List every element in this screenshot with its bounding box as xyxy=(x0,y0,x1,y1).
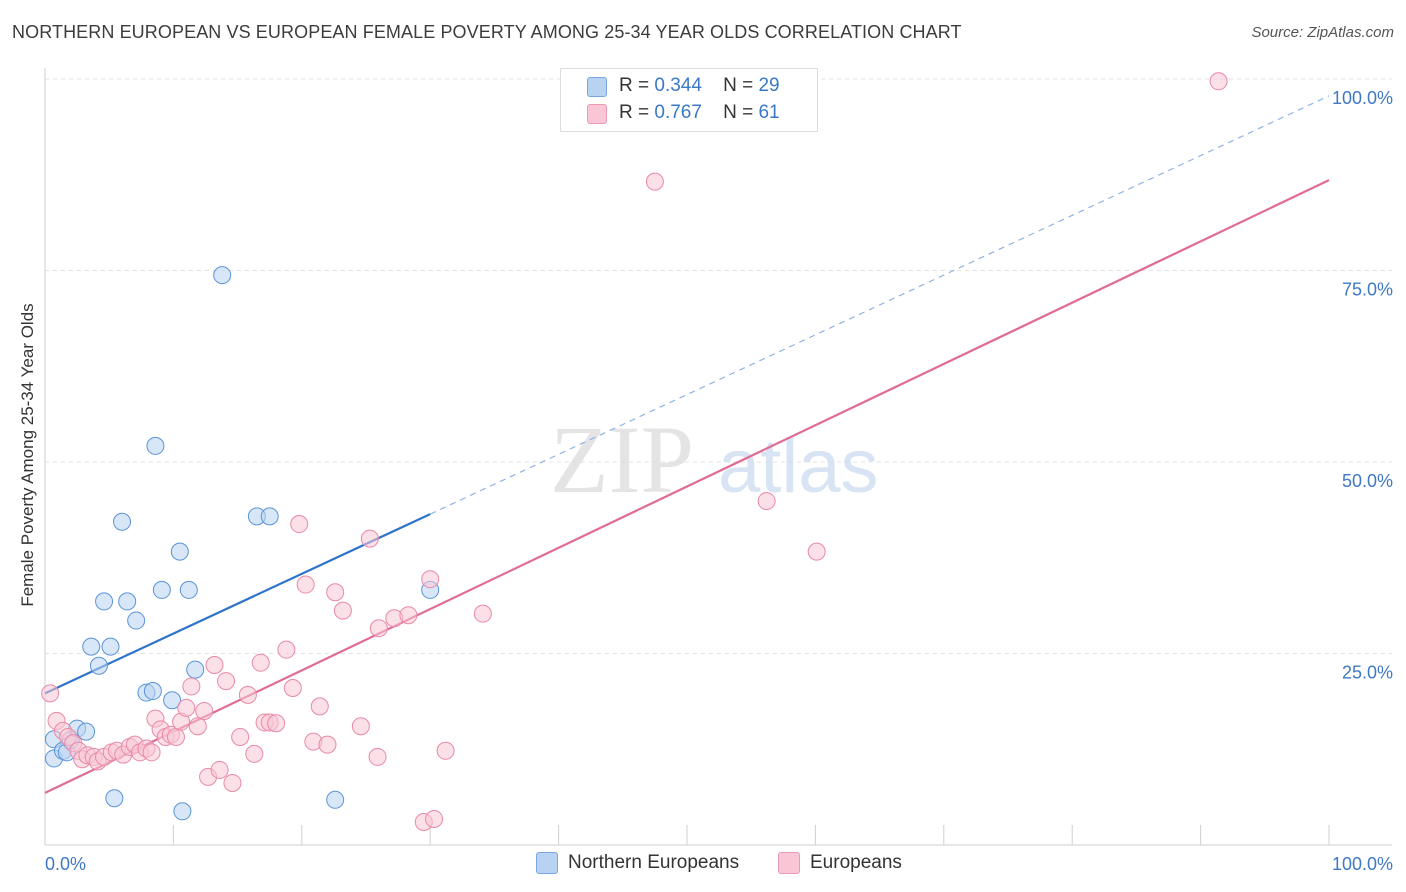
point-northern-europeans xyxy=(143,682,162,701)
point-northern-europeans xyxy=(170,542,189,561)
legend-n-label: N = xyxy=(723,75,754,96)
legend-r-label: R = xyxy=(619,75,650,96)
point-northern-europeans xyxy=(77,722,96,741)
point-europeans xyxy=(166,727,185,746)
point-northern-europeans xyxy=(89,656,108,675)
bottom-legend-label: Europeans xyxy=(810,852,902,873)
bottom-legend-label: Northern Europeans xyxy=(568,852,740,873)
point-europeans xyxy=(296,575,315,594)
point-europeans xyxy=(333,601,352,620)
bottom-legend-swatch-pink xyxy=(778,852,800,874)
point-europeans xyxy=(368,747,387,766)
point-europeans xyxy=(217,672,236,691)
point-europeans xyxy=(231,727,250,746)
point-europeans xyxy=(757,492,776,511)
point-europeans xyxy=(645,172,664,191)
legend-swatch-blue xyxy=(587,77,607,97)
y-tick-label: 25.0% xyxy=(1342,663,1393,683)
point-europeans xyxy=(142,743,161,762)
point-europeans xyxy=(399,606,418,625)
y-tick-label: 75.0% xyxy=(1342,280,1393,300)
point-europeans xyxy=(251,653,270,672)
point-europeans xyxy=(310,697,329,716)
point-northern-europeans xyxy=(113,512,132,531)
point-europeans xyxy=(210,760,229,779)
point-europeans xyxy=(1209,72,1228,91)
point-europeans xyxy=(421,570,440,589)
legend-n-value: 61 xyxy=(758,102,780,123)
legend-n-label: N = xyxy=(723,102,754,123)
point-europeans xyxy=(238,685,257,704)
watermark-zip: ZIP xyxy=(550,406,694,513)
axis-layer xyxy=(44,68,1392,846)
point-northern-europeans xyxy=(213,266,232,285)
point-europeans xyxy=(436,741,455,760)
grid-layer xyxy=(45,78,1392,654)
point-europeans xyxy=(807,542,826,561)
point-europeans xyxy=(223,773,242,792)
point-northern-europeans xyxy=(127,611,146,630)
source-label: Source: ZipAtlas.com xyxy=(1251,24,1394,41)
point-europeans xyxy=(182,677,201,696)
trendline-extension-northern-europeans xyxy=(429,95,1330,515)
point-europeans xyxy=(245,744,264,763)
point-northern-europeans xyxy=(173,802,192,821)
point-northern-europeans xyxy=(118,592,137,611)
point-europeans xyxy=(205,655,224,674)
point-europeans xyxy=(360,529,379,548)
legend-r-value: 0.767 xyxy=(654,102,702,123)
point-europeans xyxy=(195,701,214,720)
point-europeans xyxy=(351,717,370,736)
y-tick-label: 100.0% xyxy=(1332,88,1393,108)
point-northern-europeans xyxy=(82,637,101,656)
y-tick-label: 50.0% xyxy=(1342,471,1393,491)
legend-r-value: 0.344 xyxy=(654,75,702,96)
x-tick-label: 100.0% xyxy=(1332,854,1393,874)
point-europeans xyxy=(283,678,302,697)
point-europeans xyxy=(277,640,296,659)
point-northern-europeans xyxy=(163,691,182,710)
point-europeans xyxy=(290,515,309,534)
point-northern-europeans xyxy=(179,580,198,599)
point-europeans xyxy=(267,714,286,733)
bottom-legend-swatch-blue xyxy=(536,852,558,874)
point-europeans xyxy=(425,809,444,828)
point-northern-europeans xyxy=(101,637,120,656)
x-tick-label: 0.0% xyxy=(45,854,86,874)
point-europeans xyxy=(326,583,345,602)
point-northern-europeans xyxy=(95,592,114,611)
point-europeans xyxy=(41,684,60,703)
point-europeans xyxy=(318,735,337,754)
point-northern-europeans xyxy=(326,790,345,809)
chart-title: NORTHERN EUROPEAN VS EUROPEAN FEMALE POV… xyxy=(12,22,962,42)
point-northern-europeans xyxy=(146,436,165,455)
legend-swatch-pink xyxy=(587,104,607,124)
watermark: ZIP atlas xyxy=(550,406,879,513)
point-northern-europeans xyxy=(186,660,205,679)
tick-label-layer: 25.0% 50.0% 75.0% 100.0% 0.0% 100.0% xyxy=(45,88,1393,874)
y-axis-label: Female Poverty Among 25-34 Year Olds xyxy=(18,303,37,607)
stats-legend: R = 0.344 N = 29 R = 0.767 N = 61 xyxy=(560,68,818,132)
trendline-europeans xyxy=(44,179,1330,794)
legend-r-label: R = xyxy=(619,102,650,123)
point-northern-europeans xyxy=(152,580,171,599)
point-europeans xyxy=(369,619,388,638)
point-northern-europeans xyxy=(105,789,124,808)
watermark-atlas: atlas xyxy=(718,424,879,509)
point-northern-europeans xyxy=(260,507,279,526)
point-europeans xyxy=(188,717,207,736)
point-europeans xyxy=(473,604,492,623)
legend-n-value: 29 xyxy=(758,75,780,96)
points-layer xyxy=(41,72,1228,832)
point-europeans xyxy=(177,698,196,717)
